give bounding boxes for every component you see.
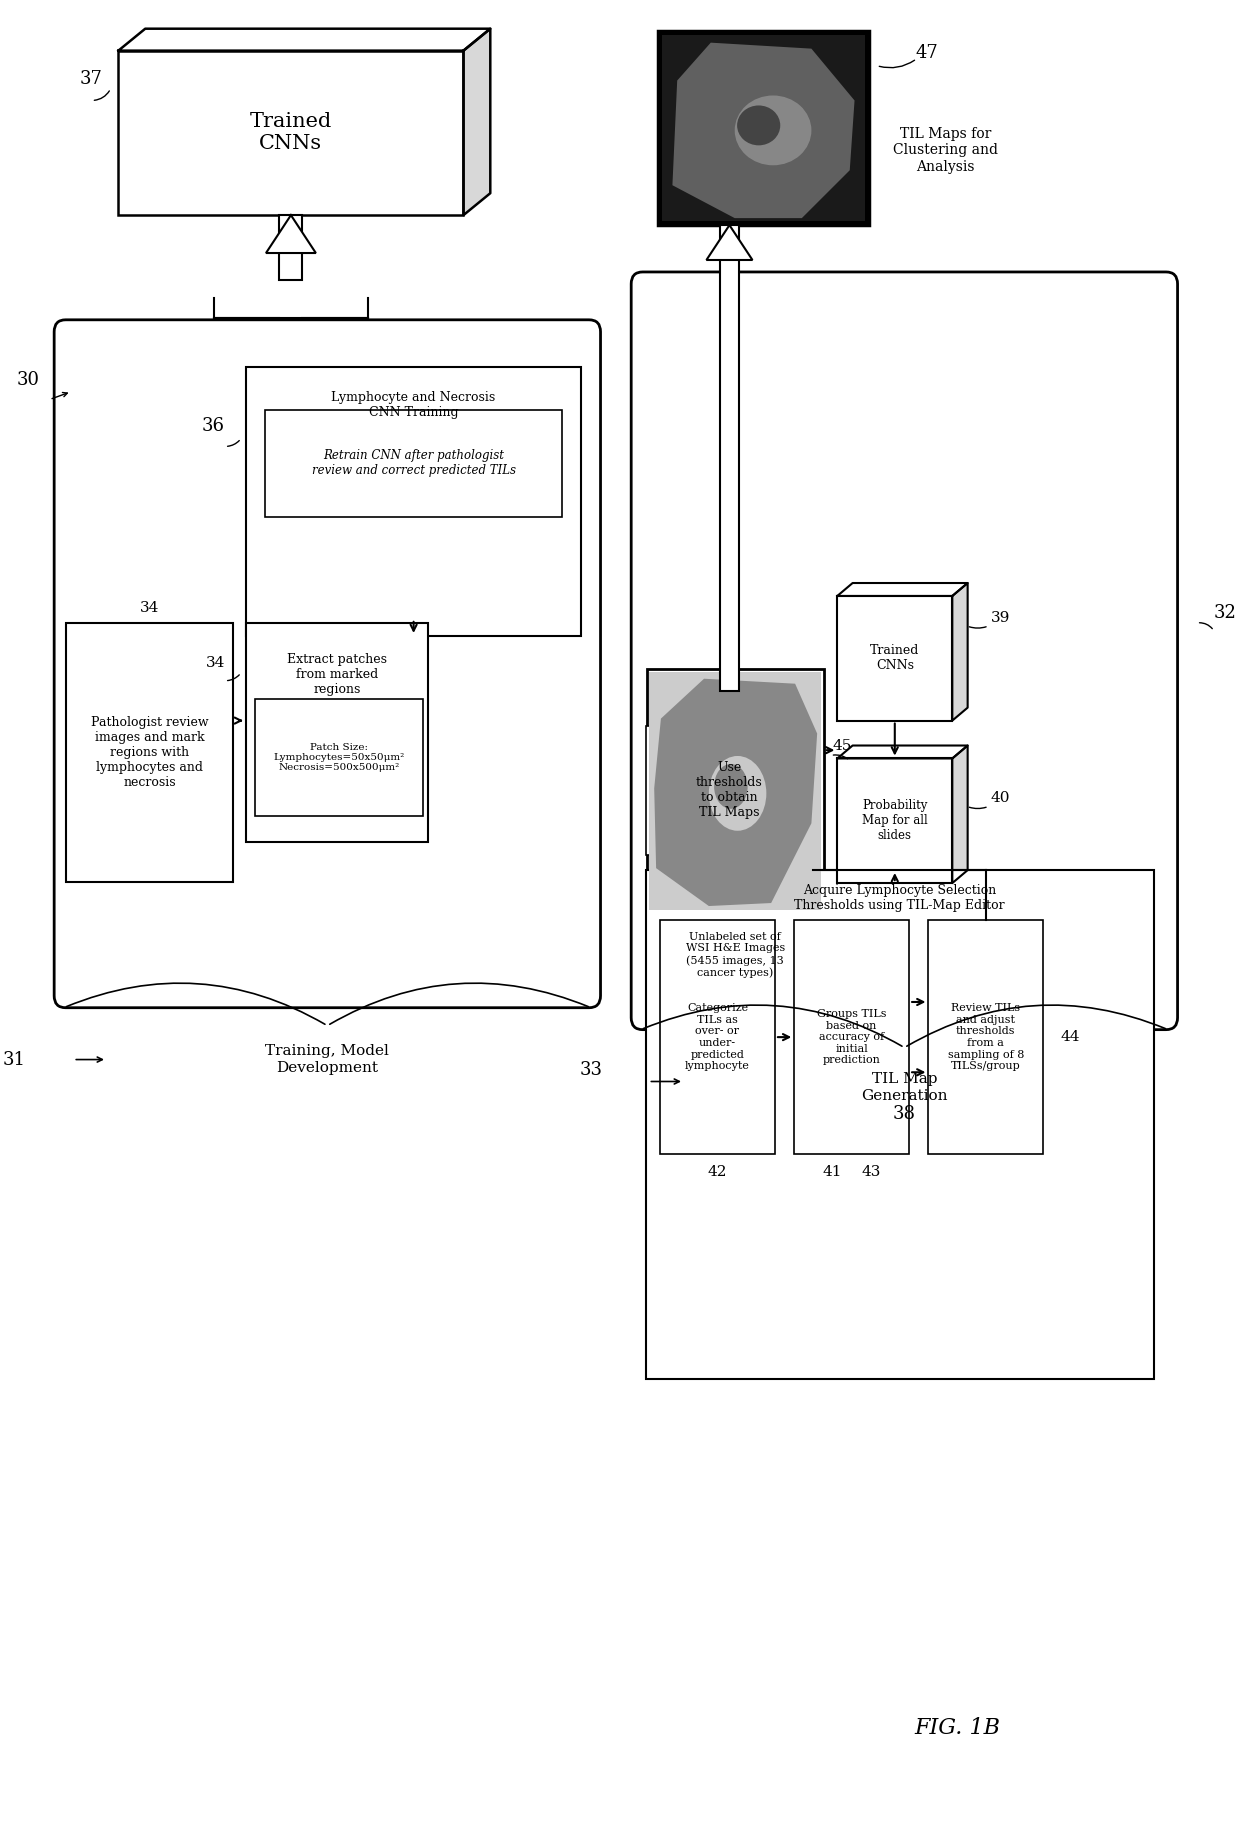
Text: Trained
CNNs: Trained CNNs [870,644,920,673]
Text: Retrain CNN after pathologist
review and correct predicted TILs: Retrain CNN after pathologist review and… [311,450,516,477]
Text: 40: 40 [991,792,1011,805]
Polygon shape [952,583,967,721]
Text: Categorize
TILs as
over- or
under-
predicted
lymphocyte: Categorize TILs as over- or under- predi… [684,1002,750,1072]
Bar [646,669,823,913]
Polygon shape [952,746,967,883]
Bar [246,366,582,636]
Text: 42: 42 [708,1165,727,1180]
Ellipse shape [737,106,780,144]
Text: FIG. 1B: FIG. 1B [914,1717,1001,1739]
Text: 30: 30 [17,371,40,388]
Bar [929,920,1043,1154]
Text: Unlabeled set of
WSI H&E Images
(5455 images, 13
cancer types): Unlabeled set of WSI H&E Images (5455 im… [686,931,785,979]
Text: 36: 36 [202,417,224,435]
Polygon shape [707,225,753,260]
Text: 34: 34 [206,657,224,669]
Text: Review TILs
and adjust
thresholds
from a
sampling of 8
TILSs/group: Review TILs and adjust thresholds from a… [947,1002,1024,1072]
Ellipse shape [709,755,766,830]
Text: TIL Maps for
Clustering and
Analysis: TIL Maps for Clustering and Analysis [893,128,998,174]
FancyBboxPatch shape [631,273,1178,1030]
Text: Pathologist review
images and mark
regions with
lymphocytes and
necrosis: Pathologist review images and mark regio… [91,715,208,788]
Bar [646,726,813,856]
Text: Training, Model
Development: Training, Model Development [265,1044,389,1075]
Text: 45: 45 [832,739,852,752]
Bar [662,35,866,221]
Text: 47: 47 [915,44,937,62]
Bar [720,225,739,691]
Bar [650,671,821,911]
Text: 44: 44 [1060,1030,1080,1044]
Text: 34: 34 [140,602,159,615]
Text: 33: 33 [579,1061,603,1079]
Bar [118,51,464,216]
Polygon shape [267,216,316,252]
Text: 39: 39 [991,611,1011,626]
Bar [255,699,423,816]
Text: Trained
CNNs: Trained CNNs [249,112,332,154]
Bar [794,920,909,1154]
Text: 41: 41 [822,1165,842,1180]
Polygon shape [837,583,967,596]
Text: Use
thresholds
to obtain
TIL Maps: Use thresholds to obtain TIL Maps [696,761,763,819]
Text: 37: 37 [81,70,103,88]
Text: 43: 43 [861,1165,880,1180]
Text: 32: 32 [1214,604,1236,622]
Ellipse shape [735,95,811,165]
Bar [837,596,952,721]
Text: Probability
Map for all
slides: Probability Map for all slides [862,799,928,843]
Text: Lymphocyte and Necrosis
CNN Training: Lymphocyte and Necrosis CNN Training [331,391,496,419]
Text: Patch Size:
Lymphocytes=50x50μm²
Necrosis=500x500μm²: Patch Size: Lymphocytes=50x50μm² Necrosi… [274,743,405,772]
Polygon shape [118,29,490,51]
FancyBboxPatch shape [55,320,600,1008]
Ellipse shape [714,765,748,808]
Bar [265,410,562,518]
Bar [837,759,952,883]
Polygon shape [672,42,854,218]
Text: Groups TILs
based on
accuracy of
initial
prediction: Groups TILs based on accuracy of initial… [817,1010,887,1064]
Text: TIL Map
Generation: TIL Map Generation [861,1072,947,1103]
Polygon shape [655,679,817,905]
Bar [66,624,233,882]
Bar [646,871,1153,1379]
Bar [279,216,303,280]
Bar [660,920,775,1154]
Text: 31: 31 [2,1050,25,1068]
Bar [246,624,428,841]
Polygon shape [837,746,967,759]
Bar [658,31,869,225]
Text: Extract patches
from marked
regions: Extract patches from marked regions [286,653,387,697]
Text: Acquire Lymphocyte Selection
Thresholds using TIL-Map Editor: Acquire Lymphocyte Selection Thresholds … [795,883,1004,913]
Text: 38: 38 [893,1105,916,1123]
Polygon shape [464,29,490,216]
